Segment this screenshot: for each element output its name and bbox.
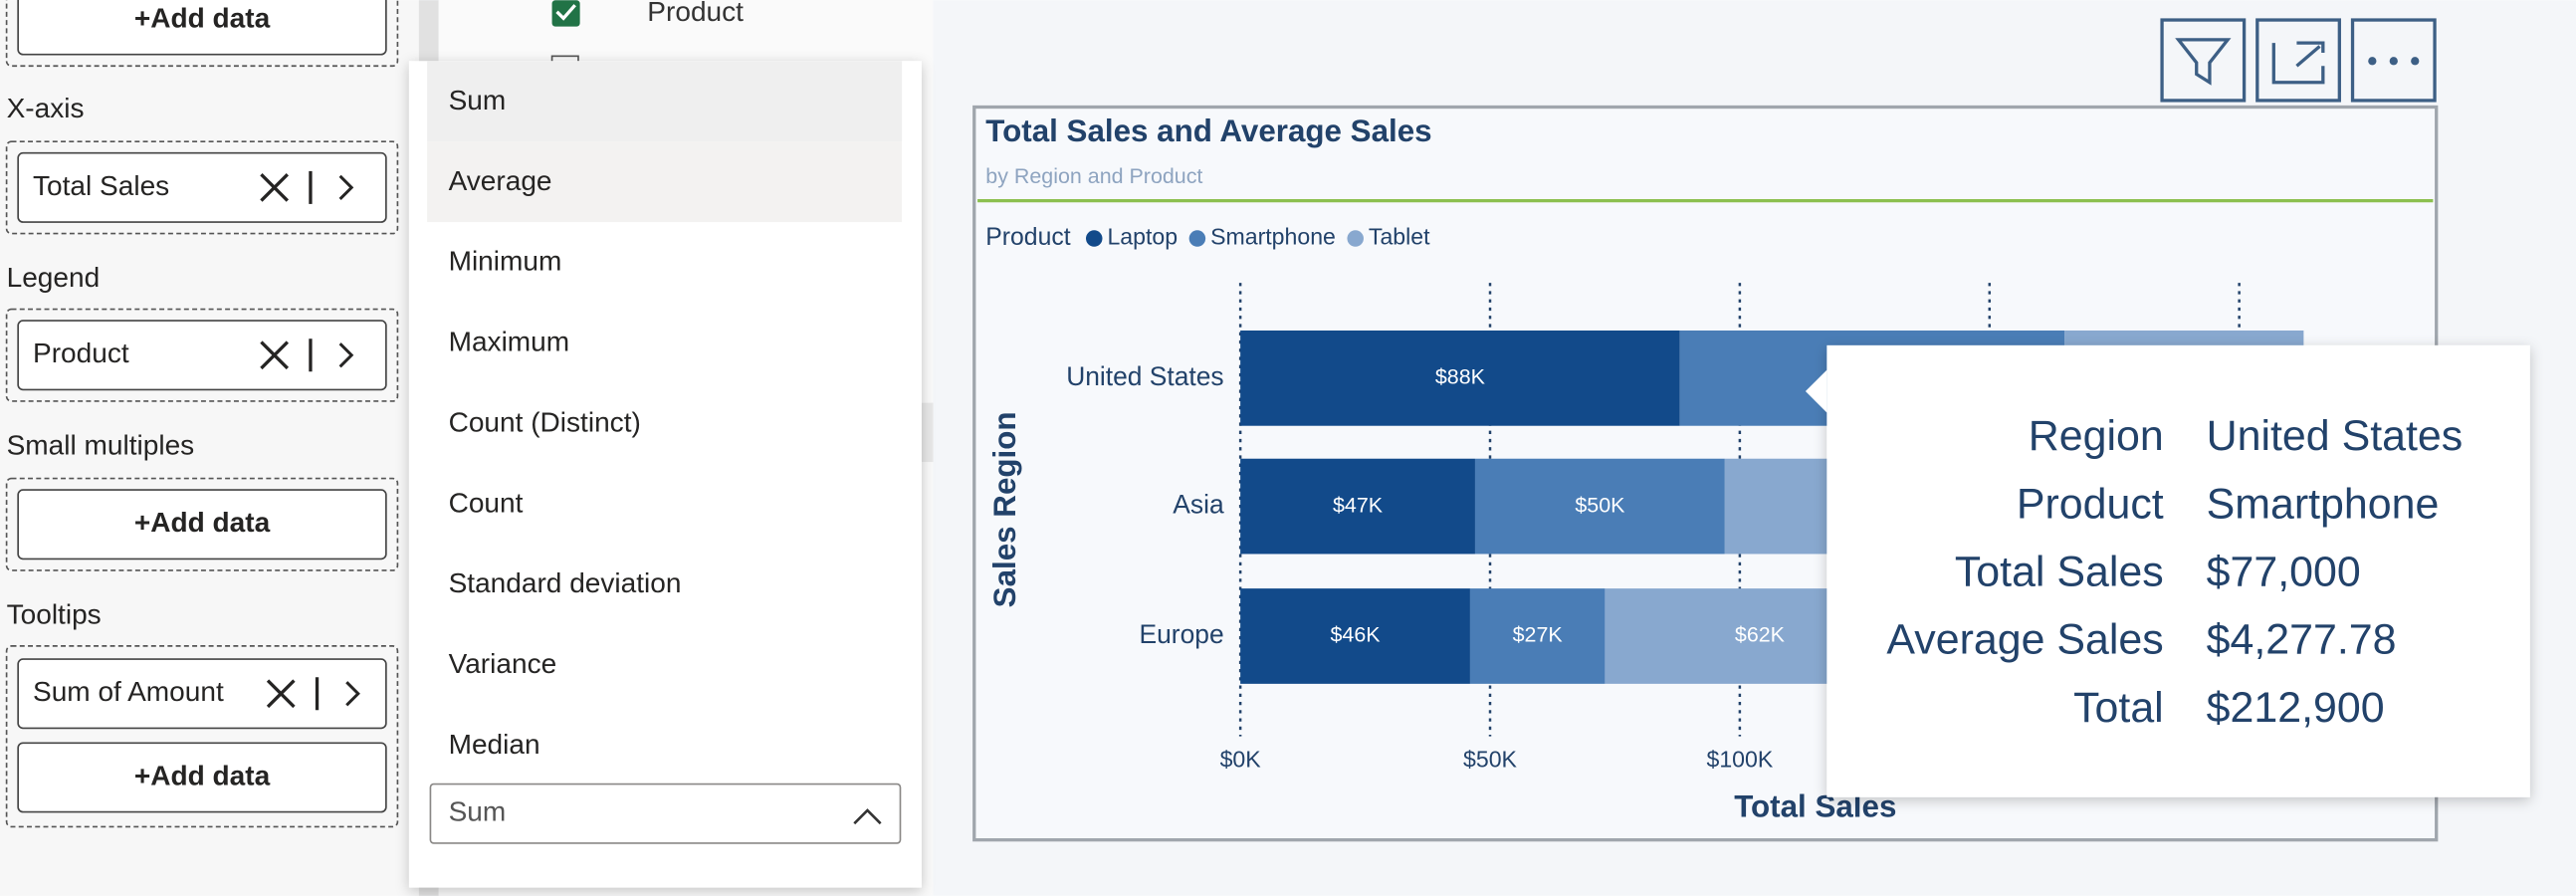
tooltip-value: $4,277.78 xyxy=(2207,616,2397,664)
menu-option[interactable]: Average xyxy=(449,165,552,196)
tooltip-value: $77,000 xyxy=(2207,549,2361,596)
legend-label: Laptop xyxy=(1107,224,1178,250)
menu-option[interactable]: Minimum xyxy=(449,246,562,277)
button-label: +Add data xyxy=(134,760,271,790)
remove-icon[interactable] xyxy=(260,173,290,202)
dot xyxy=(2389,57,2398,66)
y-axis-title: Sales Region xyxy=(987,411,1022,607)
menu-option[interactable]: Sum xyxy=(449,85,507,115)
filter-button[interactable] xyxy=(2160,18,2247,103)
remove-icon[interactable] xyxy=(260,340,290,370)
visual-header xyxy=(2160,18,2437,103)
tooltip-key: Region xyxy=(2029,412,2164,460)
button-label: +Add data xyxy=(134,2,271,33)
menu-option[interactable]: Variance xyxy=(449,648,557,679)
tooltip-pointer xyxy=(1805,369,1827,413)
remove-icon[interactable] xyxy=(266,679,296,709)
tooltip-value: United States xyxy=(2207,412,2464,460)
expand-icon[interactable] xyxy=(345,681,360,707)
focus-icon xyxy=(2271,41,2325,85)
data-label: $88K xyxy=(1435,365,1486,389)
menu-option[interactable]: Count xyxy=(449,487,524,518)
tooltip: Region United States Product Smartphone Tota… xyxy=(1805,344,2530,797)
data-label: $47K xyxy=(1333,493,1384,517)
bar-segment xyxy=(1240,330,1680,426)
tooltip-key: Total Sales xyxy=(1955,549,2164,596)
menu-option[interactable]: Count (Distinct) xyxy=(449,406,641,437)
add-data-button[interactable] xyxy=(17,0,387,56)
expand-icon[interactable] xyxy=(338,342,354,368)
section-label: Small multiples xyxy=(7,430,195,461)
section-label: Legend xyxy=(7,262,101,293)
bar-segment xyxy=(1469,588,1606,684)
dot xyxy=(2368,57,2377,66)
field-wells: +Add data X-axis Total Sales Legend Product S… xyxy=(5,0,399,828)
x-tick-label: $100K xyxy=(1706,747,1773,773)
y-tick-label: Asia xyxy=(1173,490,1224,520)
legend-marker xyxy=(1347,230,1364,247)
legend-marker xyxy=(1085,230,1103,247)
y-tick-label: United States xyxy=(1066,361,1223,391)
field-label: Sum of Amount xyxy=(33,676,224,707)
add-data-button[interactable] xyxy=(17,742,387,813)
legend-marker xyxy=(1188,230,1206,247)
y-tick-label: Europe xyxy=(1140,619,1224,649)
dot xyxy=(2411,57,2420,66)
menu-option[interactable]: Standard deviation xyxy=(449,567,682,598)
options: Sum Average Minimum Maximum Count (Distinct)… xyxy=(449,85,682,760)
field-label: Total Sales xyxy=(33,170,169,201)
selected-option-bg xyxy=(427,61,903,142)
bar-segment xyxy=(1240,588,1470,684)
button-label: +Add data xyxy=(134,507,271,538)
well xyxy=(5,645,399,828)
well xyxy=(5,0,399,68)
chart-subtitle: by Region and Product xyxy=(985,164,1202,188)
tooltip-value: $212,900 xyxy=(2207,684,2385,732)
data-label: $50K xyxy=(1575,493,1625,517)
section-label: X-axis xyxy=(7,93,85,123)
legend-label: Tablet xyxy=(1369,224,1430,250)
field-pill[interactable] xyxy=(17,658,387,730)
well xyxy=(5,308,399,402)
x-tick-label: $50K xyxy=(1463,747,1518,773)
well xyxy=(5,477,399,571)
data-label: $27K xyxy=(1513,623,1564,647)
bar-segment xyxy=(1474,458,1725,555)
combobox[interactable] xyxy=(429,783,902,844)
field-label: Product xyxy=(33,337,129,368)
chevron-up xyxy=(853,808,882,825)
chart-title: Total Sales and Average Sales xyxy=(985,113,1431,148)
legend-title: Product xyxy=(985,224,1070,251)
filter-icon xyxy=(2175,38,2232,86)
hover-option-bg xyxy=(427,141,903,223)
expand-icon[interactable] xyxy=(338,174,354,200)
tooltip-key: Product xyxy=(2017,480,2164,528)
combobox-value: Sum xyxy=(449,796,507,827)
tooltip-key: Total xyxy=(2073,684,2164,732)
bar-segment xyxy=(1240,458,1475,555)
menu-option[interactable]: Maximum xyxy=(449,327,570,357)
data-label: $62K xyxy=(1735,623,1786,647)
add-data-button[interactable] xyxy=(17,489,387,560)
tooltip-value: Smartphone xyxy=(2207,480,2440,528)
focus-button[interactable] xyxy=(2255,18,2341,103)
check-icon xyxy=(555,4,576,21)
tooltip-key: Average Sales xyxy=(1886,616,2163,664)
data-label: $46K xyxy=(1330,623,1381,647)
field-pill[interactable] xyxy=(17,320,387,391)
field-name: Product xyxy=(647,0,744,27)
well xyxy=(5,140,399,235)
menu-option[interactable]: Median xyxy=(449,729,540,760)
section-label: Tooltips xyxy=(7,599,102,630)
tooltip-box xyxy=(1826,344,2530,797)
x-tick-label: $0K xyxy=(1220,747,1262,773)
legend-label: Smartphone xyxy=(1210,224,1336,250)
field-pill[interactable] xyxy=(17,151,387,223)
